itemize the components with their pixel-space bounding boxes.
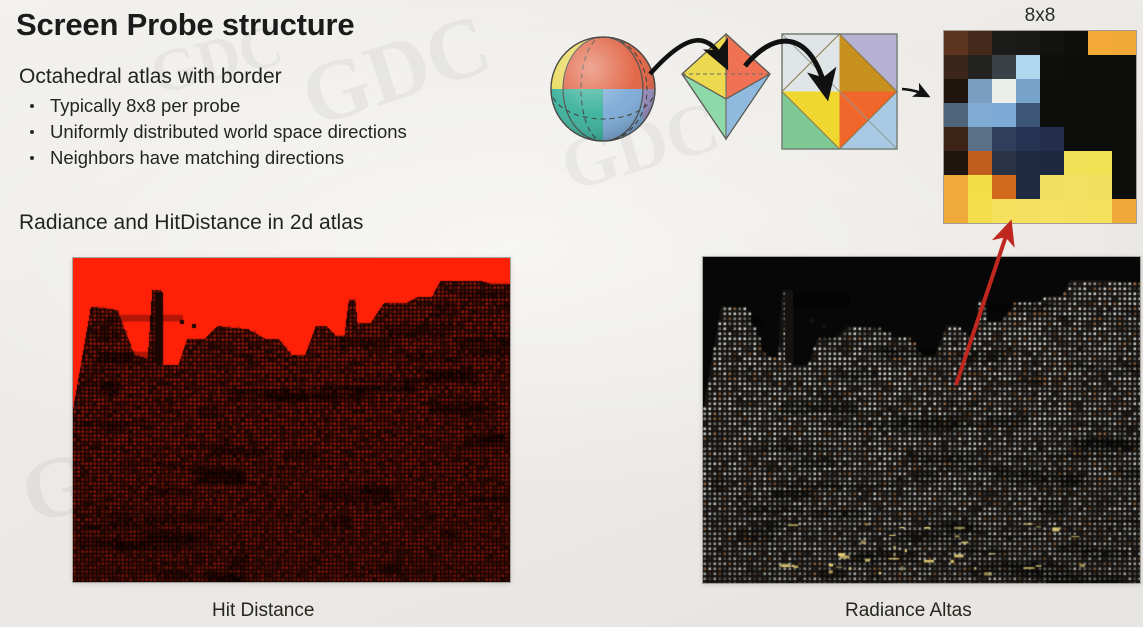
list-item: Typically 8x8 per probe [24, 93, 407, 119]
octahedron-glyph [681, 32, 771, 141]
atlas8-cell [992, 199, 1016, 223]
atlas8-cell [944, 31, 968, 55]
atlas8-cell [1088, 199, 1112, 223]
atlas8-cell [968, 151, 992, 175]
arrow-sphere-to-octahedron [648, 37, 729, 76]
radiance-atlas-canvas [703, 257, 1140, 583]
atlas8-cell [1112, 79, 1136, 103]
bullet-label: Uniformly distributed world space direct… [50, 121, 407, 142]
atlas8-cell [1040, 79, 1064, 103]
atlas8-cell [1064, 79, 1088, 103]
atlas8-cell [968, 103, 992, 127]
atlas8-cell [1040, 31, 1064, 55]
atlas8-cell [1040, 127, 1064, 151]
caption-hit-distance: Hit Distance [212, 600, 315, 621]
atlas8-cell [944, 79, 968, 103]
atlas8-cell [1112, 175, 1136, 199]
bullet-dot-icon [30, 130, 34, 134]
atlas8-cell [1040, 151, 1064, 175]
atlas8-cell [1016, 175, 1040, 199]
atlas8-cell [1088, 175, 1112, 199]
atlas8-cell [1088, 55, 1112, 79]
diagram-svg [550, 32, 931, 150]
atlas8-cell [1064, 103, 1088, 127]
atlas8-cell [1112, 199, 1136, 223]
radiance-atlas-image [703, 257, 1140, 583]
hit-distance-canvas [73, 258, 510, 582]
atlas8-cell [1112, 103, 1136, 127]
atlas8-cell [1016, 79, 1040, 103]
arrow-octahedron-to-square [743, 38, 837, 102]
atlas8-cell [968, 175, 992, 199]
atlas8-cell [992, 31, 1016, 55]
atlas8-cell [1064, 175, 1088, 199]
atlas8-cell [968, 55, 992, 79]
square-atlas-glyph [781, 33, 898, 150]
atlas8-cell [944, 175, 968, 199]
caption-radiance-atlas: Radiance Altas [845, 600, 972, 621]
atlas8-cell [992, 127, 1016, 151]
atlas8-label: 8x8 [1024, 5, 1056, 26]
atlas8-cell [992, 55, 1016, 79]
atlas8-cell [1064, 151, 1088, 175]
atlas8-cell [1016, 199, 1040, 223]
atlas8-cell [1064, 31, 1088, 55]
atlas8-cell [992, 79, 1016, 103]
atlas8-cell [944, 127, 968, 151]
atlas8-cell [944, 103, 968, 127]
sphere-glyph [550, 36, 656, 142]
atlas8-cell [1016, 103, 1040, 127]
bullet-label: Neighbors have matching directions [50, 147, 345, 168]
atlas8-grid [944, 31, 1136, 223]
atlas8-cell [1088, 127, 1112, 151]
atlas8-cell [992, 103, 1016, 127]
atlas8-cell [1112, 151, 1136, 175]
atlas8-cell [1064, 55, 1088, 79]
atlas8-cell [944, 199, 968, 223]
atlas8-cell [1016, 127, 1040, 151]
atlas8-cell [1088, 103, 1112, 127]
atlas8-cell [1040, 199, 1064, 223]
list-item: Uniformly distributed world space direct… [24, 119, 407, 145]
arrow-square-to-atlas8 [901, 82, 931, 98]
atlas8-cell [968, 127, 992, 151]
atlas8-cell [968, 79, 992, 103]
atlas8-cell [1088, 151, 1112, 175]
atlas8-cell [1112, 55, 1136, 79]
subheading-octahedral-atlas: Octahedral atlas with border [19, 65, 282, 88]
atlas8-cell [1088, 79, 1112, 103]
atlas8-cell [944, 55, 968, 79]
atlas8-cell [992, 151, 1016, 175]
bullet-list: Typically 8x8 per probe Uniformly distri… [24, 93, 407, 171]
atlas8-cell [944, 151, 968, 175]
atlas8-cell [1112, 31, 1136, 55]
atlas8-cell [1064, 199, 1088, 223]
octahedral-mapping-diagram [530, 4, 931, 164]
atlas8-cell [1112, 127, 1136, 151]
atlas8-cell [1016, 151, 1040, 175]
page-title: Screen Probe structure [16, 7, 355, 42]
atlas8-cell [968, 31, 992, 55]
bullet-label: Typically 8x8 per probe [50, 95, 241, 116]
bullet-dot-icon [30, 104, 34, 108]
atlas8-cell [1040, 55, 1064, 79]
hit-distance-image [73, 258, 510, 582]
atlas8-cell [1016, 31, 1040, 55]
annotation-arrow-red [954, 219, 1015, 386]
atlas8-cell [968, 199, 992, 223]
atlas8-cell [1040, 175, 1064, 199]
atlas8-cell [1064, 127, 1088, 151]
list-item: Neighbors have matching directions [24, 145, 407, 171]
atlas8-cell [992, 175, 1016, 199]
atlas8-cell [1088, 31, 1112, 55]
radiance-hitdistance-line: Radiance and HitDistance in 2d atlas [19, 211, 364, 234]
atlas8-cell [1016, 55, 1040, 79]
atlas8-cell [1040, 103, 1064, 127]
bullet-dot-icon [30, 156, 34, 160]
